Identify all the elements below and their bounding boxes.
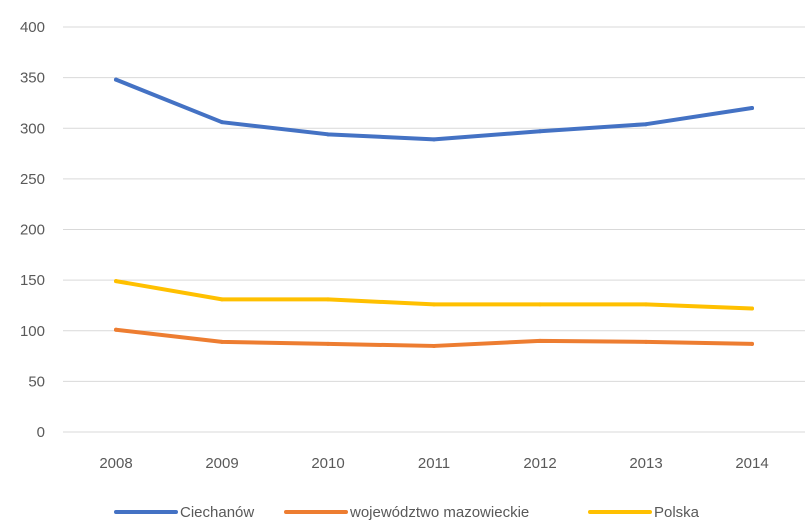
axis-layer: 0 50 100 150 200 250 300 350 400 2008 2009 2010 2011… xyxy=(20,19,769,472)
x-tick-label: 2012 xyxy=(523,455,556,472)
series-point-0 xyxy=(220,120,224,125)
x-tick-label: 2014 xyxy=(735,455,768,472)
legend-label: Ciechanów xyxy=(180,504,254,521)
series-point-0 xyxy=(326,132,330,137)
y-tick-label: 350 xyxy=(20,70,45,87)
series-point-2 xyxy=(326,297,330,302)
series-layer xyxy=(114,77,754,348)
series-point-2 xyxy=(220,297,224,302)
x-tick-label: 2008 xyxy=(99,455,132,472)
y-tick-label: 100 xyxy=(20,323,45,340)
series-point-0 xyxy=(432,137,436,142)
x-tick-label: 2009 xyxy=(205,455,238,472)
series-point-2 xyxy=(432,302,436,307)
series-point-2 xyxy=(538,302,542,307)
legend-label: województwo mazowieckie xyxy=(349,504,529,521)
y-tick-label: 300 xyxy=(20,120,45,137)
x-tick-label: 2013 xyxy=(629,455,662,472)
series-point-0 xyxy=(750,106,754,110)
series-point-1 xyxy=(220,339,224,344)
y-tick-label: 50 xyxy=(28,373,45,390)
series-line-0 xyxy=(114,77,754,142)
series-point-2 xyxy=(114,279,118,284)
y-tick-label: 0 xyxy=(37,424,45,441)
series-point-1 xyxy=(644,339,648,344)
series-point-1 xyxy=(432,343,436,348)
series-point-2 xyxy=(750,306,754,311)
y-tick-label: 150 xyxy=(20,272,45,289)
y-tick-label: 250 xyxy=(20,171,45,188)
series-point-0 xyxy=(644,122,648,127)
series-point-1 xyxy=(750,341,754,346)
series-point-1 xyxy=(538,338,542,343)
series-point-0 xyxy=(538,129,542,134)
series-point-0 xyxy=(114,77,118,82)
series-point-2 xyxy=(644,302,648,307)
x-tick-label: 2011 xyxy=(418,455,450,472)
series-point-1 xyxy=(326,341,330,346)
series-line-1 xyxy=(114,327,754,348)
legend-label: Polska xyxy=(654,504,700,521)
series-point-1 xyxy=(114,327,118,332)
grid-layer xyxy=(63,26,805,433)
legend-layer: Ciechanów województwo mazowieckie Polska xyxy=(114,504,700,521)
x-tick-label: 2010 xyxy=(311,455,344,472)
y-tick-label: 400 xyxy=(20,19,45,36)
y-tick-label: 200 xyxy=(20,222,45,239)
